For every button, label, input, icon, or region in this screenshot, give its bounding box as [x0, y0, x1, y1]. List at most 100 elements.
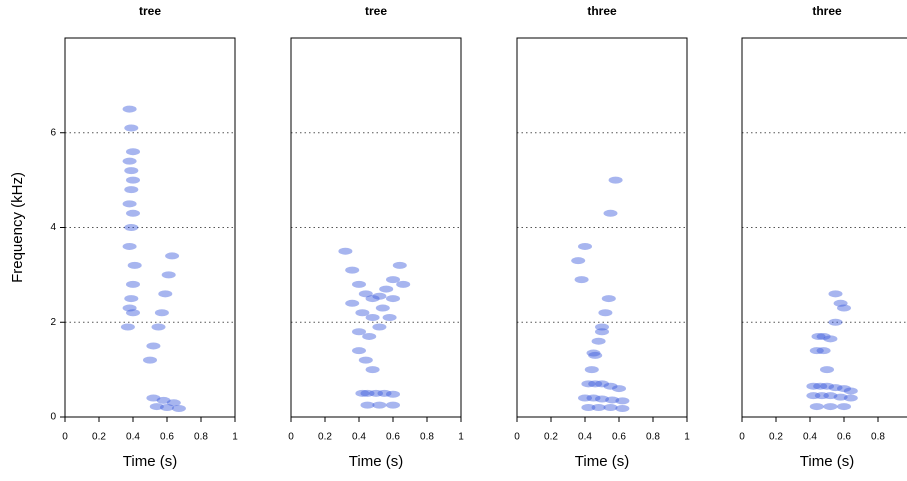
energy-blob — [122, 304, 137, 312]
energy-blob — [124, 167, 139, 175]
energy-blob — [820, 366, 834, 374]
x-tick-label: 0.6 — [612, 432, 626, 443]
energy-blob — [820, 382, 834, 390]
energy-blob — [601, 295, 616, 303]
energy-blob — [365, 366, 380, 374]
energy-blob — [615, 397, 630, 405]
x-tick-label: 1 — [684, 432, 690, 443]
x-tick-label: 0.4 — [578, 432, 592, 443]
energy-blob — [352, 347, 366, 355]
energy-blob — [603, 382, 618, 390]
energy-blob — [375, 304, 390, 312]
energy-blob — [126, 176, 140, 184]
energy-blob — [154, 309, 169, 317]
energy-blob — [165, 252, 180, 260]
energy-blob — [595, 395, 609, 403]
energy-blob — [126, 280, 140, 288]
energy-blob — [151, 323, 166, 331]
panel-title: three — [587, 4, 617, 18]
energy-blob — [828, 318, 843, 326]
energy-blob — [161, 271, 176, 279]
energy-blob — [588, 380, 603, 388]
energy-blob — [345, 266, 360, 274]
y-tick-label: 4 — [50, 222, 56, 233]
energy-blob — [615, 404, 630, 412]
plot-frame — [290, 37, 462, 418]
energy-blob — [369, 389, 383, 397]
energy-blob — [586, 394, 601, 402]
panel-title: tree — [365, 4, 387, 18]
energy-blob — [595, 328, 609, 336]
energy-blob — [365, 314, 380, 322]
x-tick-label: 0 — [288, 432, 294, 443]
energy-blob — [578, 242, 592, 250]
x-tick-label: 0.2 — [769, 432, 783, 443]
x-tick-label: 0.6 — [837, 432, 851, 443]
energy-blob — [122, 242, 137, 250]
y-tick-label: 2 — [50, 317, 56, 328]
x-axis-label: Time (s) — [800, 453, 854, 470]
energy-blob — [171, 404, 186, 412]
energy-blob — [581, 404, 596, 412]
x-tick-label: 0.6 — [160, 432, 174, 443]
energy-blob — [386, 390, 400, 398]
energy-blob — [828, 384, 843, 392]
energy-blob — [160, 404, 174, 412]
y-axis-label: Frequency (kHz) — [9, 172, 26, 283]
energy-blob — [837, 304, 851, 312]
energy-blob — [122, 200, 137, 208]
energy-blob — [146, 342, 161, 350]
energy-blob — [126, 309, 140, 317]
x-tick-label: 0.8 — [646, 432, 660, 443]
energy-blob — [816, 347, 831, 355]
x-tick-label: 0.4 — [803, 432, 817, 443]
energy-blob — [603, 404, 618, 412]
energy-blob — [823, 335, 838, 343]
energy-blob — [591, 337, 606, 345]
energy-blob — [843, 394, 858, 402]
energy-blob — [571, 257, 586, 265]
x-tick-label: 0.6 — [386, 432, 400, 443]
plot-frame — [64, 37, 236, 418]
energy-blob — [823, 392, 838, 400]
energy-blob — [127, 261, 142, 269]
energy-blob — [392, 261, 407, 269]
energy-blob — [126, 148, 140, 156]
energy-blob — [358, 290, 373, 298]
energy-blob — [806, 392, 821, 400]
energy-blob — [581, 380, 596, 388]
x-tick-label: 0 — [739, 432, 745, 443]
energy-blob — [833, 299, 848, 307]
energy-blob — [588, 351, 603, 359]
x-axis-label: Time (s) — [349, 453, 403, 470]
energy-blob — [124, 186, 139, 194]
energy-blob — [352, 328, 366, 336]
energy-blob — [372, 292, 387, 300]
x-tick-label: 0 — [62, 432, 68, 443]
energy-blob — [584, 366, 599, 374]
y-tick-label: 0 — [50, 412, 56, 423]
energy-blob — [828, 290, 843, 298]
energy-blob — [386, 276, 400, 284]
energy-blob — [124, 124, 139, 132]
energy-blob — [837, 385, 851, 393]
energy-blob — [379, 285, 394, 293]
energy-blob — [362, 332, 377, 340]
energy-blob — [377, 389, 392, 397]
energy-blob — [814, 392, 829, 400]
energy-blob — [603, 209, 618, 217]
energy-blob — [372, 401, 387, 409]
energy-blob — [813, 382, 828, 390]
energy-blob — [612, 385, 626, 393]
energy-blob — [166, 399, 181, 407]
x-tick-label: 0.2 — [544, 432, 558, 443]
energy-blob — [143, 356, 157, 364]
energy-blob — [126, 209, 140, 217]
energy-blob — [355, 389, 370, 397]
energy-blob — [608, 176, 623, 184]
plot-frame — [516, 37, 688, 418]
x-tick-label: 1 — [232, 432, 238, 443]
energy-blob — [595, 380, 609, 388]
energy-blob — [586, 349, 601, 357]
x-axis-label: Time (s) — [575, 453, 629, 470]
